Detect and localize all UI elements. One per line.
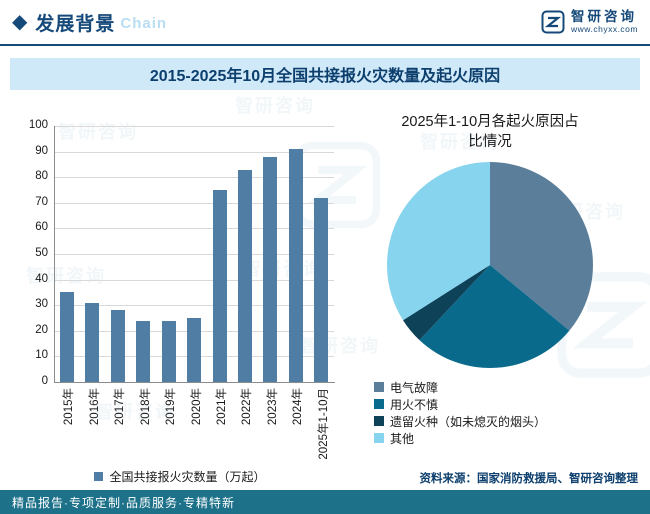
legend-marker <box>374 433 384 444</box>
x-axis-tick-label: 2018年 <box>139 388 152 426</box>
x-axis-tick-label: 2020年 <box>190 388 203 426</box>
y-axis-tick-label: 60 <box>35 221 48 234</box>
x-axis-tick-label: 2015年 <box>63 388 76 426</box>
header-watermark-chain: Chain <box>120 15 168 32</box>
bar-chart-legend: 全国共接报火灾数量（万起） <box>18 468 342 485</box>
bar <box>110 310 125 382</box>
legend-label: 电气故障 <box>390 380 439 395</box>
bar <box>59 292 74 382</box>
brand[interactable]: 智研咨询 www.chyxx.com <box>541 9 638 34</box>
legend-label: 遗留火种（如未熄灭的烟头） <box>390 414 547 429</box>
bar <box>263 156 278 382</box>
pie-title: 2025年1-10月各起火原因占比情况 <box>401 114 579 151</box>
bar <box>161 320 176 382</box>
pie-chart <box>386 161 593 368</box>
gridline <box>54 151 334 153</box>
y-axis-tick-label: 80 <box>35 170 48 183</box>
gridline <box>54 279 334 281</box>
y-axis-tick-label: 0 <box>41 375 48 387</box>
pie-slice <box>386 161 490 320</box>
x-axis-tick-label: 2016年 <box>88 388 101 426</box>
pie-chart-area: 2025年1-10月各起火原因占比情况 电气故障用火不慎遗留火种（如未熄灭的烟头… <box>340 112 640 474</box>
bar <box>187 318 201 382</box>
y-axis-tick-label: 30 <box>35 298 48 311</box>
x-axis-tick-label: 2021年 <box>216 388 228 426</box>
diamond-icon: ◆ <box>12 11 28 33</box>
pie-legend-item: 其他 <box>374 430 640 447</box>
pie-slice <box>403 264 490 340</box>
footer: 精品报告·专项定制·品质服务·专精特新 <box>0 490 650 514</box>
x-axis-tick-label: 2019年 <box>165 388 177 426</box>
x-axis-tick-label: 2025年1-10月 <box>317 388 330 460</box>
bar-chart: 0 10 20 30 40 50 60 70 80 90 100 2015年 2016年 2017年 201… <box>18 112 342 488</box>
gridline <box>54 254 334 255</box>
legend-marker <box>374 382 384 393</box>
legend-label: 用火不慎 <box>390 397 439 412</box>
gridline <box>54 202 334 204</box>
chart-title-bar: 2015-2025年10月全国共接报火灾数量及起火原因 <box>10 58 640 90</box>
legend-label: 全国共接报火灾数量（万起） <box>109 470 266 484</box>
bar <box>85 302 100 382</box>
x-axis-tick-label: 2024年 <box>292 388 305 426</box>
pie-legend-item: 用火不慎 <box>374 396 640 413</box>
x-axis-tick-label: 2023年 <box>266 388 279 426</box>
pie-legend-item: 遗留火种（如未熄灭的烟头） <box>374 413 640 430</box>
gridline <box>54 126 334 127</box>
pie-slice <box>490 161 593 331</box>
source-note: 资料来源：国家消防救援局、智研咨询整理 <box>419 473 639 485</box>
brand-logo-icon <box>541 10 565 34</box>
x-axis-tick-label: 2017年 <box>114 388 127 426</box>
bar <box>212 190 227 382</box>
footer-text: 精品报告·专项定制·品质服务·专精特新 <box>12 495 235 510</box>
legend-label: 其他 <box>390 431 415 446</box>
y-axis-tick-label: 10 <box>35 349 48 362</box>
bar <box>136 320 151 382</box>
y-axis-tick-label: 50 <box>35 247 48 259</box>
bar <box>288 149 303 382</box>
gridline <box>54 305 334 307</box>
gridline <box>54 177 334 179</box>
pie-slice <box>419 264 570 368</box>
y-axis-tick-label: 40 <box>35 272 48 285</box>
brand-text: 智研咨询 www.chyxx.com <box>571 9 638 34</box>
brand-url[interactable]: www.chyxx.com <box>571 23 638 34</box>
plot-area <box>54 126 335 383</box>
legend-marker <box>374 399 384 410</box>
y-axis-tick-label: 70 <box>35 195 48 208</box>
brand-name: 智研咨询 <box>571 9 638 25</box>
gridline <box>54 228 334 230</box>
bar <box>314 197 329 382</box>
legend-marker <box>94 472 104 481</box>
pie-legend-item: 电气故障 <box>374 379 640 396</box>
y-axis-tick-label: 90 <box>35 144 48 157</box>
legend-marker <box>374 416 384 427</box>
bar <box>237 169 252 382</box>
header: ◆ 发展背景 Chain 智研咨询 www.chyxx.com <box>0 0 650 44</box>
header-divider <box>0 44 650 46</box>
chart-title: 2015-2025年10月全国共接报火灾数量及起火原因 <box>149 68 501 85</box>
y-axis-tick-label: 20 <box>35 323 48 336</box>
y-axis-tick-label: 100 <box>28 119 48 131</box>
page-title: 发展背景 <box>35 13 116 35</box>
x-axis-tick-label: 2022年 <box>241 388 254 426</box>
pie-legend: 电气故障用火不慎遗留火种（如未熄灭的烟头） 其他 <box>374 379 640 447</box>
